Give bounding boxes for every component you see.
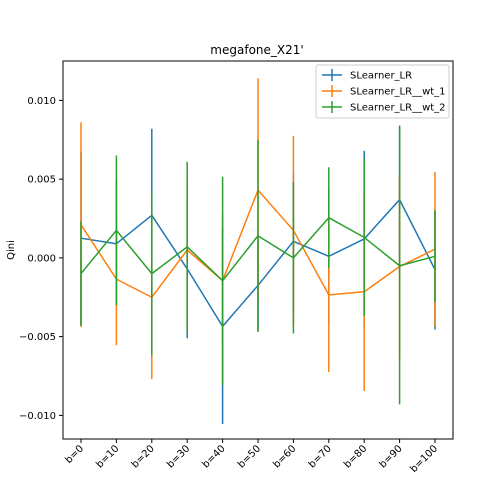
chart-title: megafone_X21' (210, 43, 303, 57)
plot-area-frame (62, 60, 454, 440)
legend-box (315, 64, 450, 119)
y-tick-label: 0.000 (27, 253, 56, 264)
y-tick-label: −0.005 (19, 332, 56, 343)
y-axis-label: Qini (6, 240, 17, 260)
y-tick-label: 0.005 (27, 175, 56, 186)
legend-label: SLearner_LR__wt_1 (350, 87, 446, 98)
y-tick-label: −0.010 (19, 411, 56, 422)
y-axis-ticks: −0.010 −0.005 0.000 0.005 0.010 (19, 96, 63, 422)
y-tick-label: 0.010 (27, 96, 56, 107)
series-3 (80, 127, 436, 405)
legend-label: SLearner_LR__wt_2 (350, 103, 446, 114)
legend: SLearner_LR SLearner_LR__wt_1 SLearner_LR_… (315, 64, 450, 119)
series-layer (80, 78, 436, 425)
series-line (80, 216, 436, 282)
legend-label: SLearner_LR (350, 71, 412, 82)
